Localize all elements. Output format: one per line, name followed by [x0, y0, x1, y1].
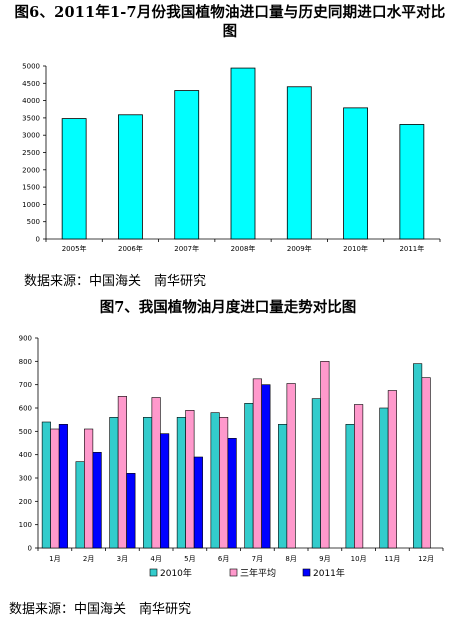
chart1-bar: [230, 67, 256, 240]
chart2-bar: [345, 424, 355, 549]
chart2-x-tick-label: 10月: [351, 555, 367, 563]
chart2-bar: [219, 417, 229, 549]
chart1-bar: [343, 107, 368, 240]
chart1-bar: [118, 114, 143, 240]
chart2-bar: [387, 390, 397, 549]
chart1-y-tick-label: 3000: [22, 132, 40, 140]
chart2-bar: [193, 456, 203, 549]
chart2-y-tick-label: 0: [28, 545, 32, 553]
chart1-source: 数据来源：中国海关 南华研究: [24, 274, 207, 289]
chart2-y-tick-label: 100: [19, 521, 32, 529]
chart2-bar: [252, 378, 262, 549]
chart2-source: 数据来源：中国海关 南华研究: [9, 602, 192, 617]
chart2-x-tick-label: 2月: [83, 555, 94, 563]
chart2-bar: [117, 396, 127, 549]
chart1-x-tick-label: 2005年: [62, 244, 87, 253]
chart2-bar: [261, 384, 271, 549]
chart2-bar: [50, 428, 60, 549]
chart2-legend-swatch: [302, 568, 311, 577]
chart2-legend-label: 三年平均: [240, 567, 276, 579]
chart2-bar: [84, 428, 94, 549]
chart2-bar: [244, 403, 254, 549]
chart2-x-tick-label: 3月: [117, 555, 128, 563]
chart2-bar: [354, 404, 364, 549]
chart2-x-tick-label: 11月: [384, 555, 400, 563]
chart2-bar: [413, 363, 423, 549]
chart2-x-tick-label: 4月: [150, 555, 161, 563]
chart1-y-tick-label: 2500: [22, 149, 40, 157]
chart2-x-tick-label: 7月: [252, 555, 263, 563]
chart1-bar: [174, 90, 200, 240]
chart1-y-tick-label: 4500: [22, 80, 40, 88]
chart1-y-tick-label: 1000: [22, 201, 40, 209]
chart2-x-tick-label: 12月: [418, 555, 434, 563]
chart2-bar: [421, 377, 431, 549]
chart1-x-tick-label: 2009年: [287, 244, 312, 253]
chart2-bar: [92, 452, 102, 549]
chart1-y-tick-label: 4000: [22, 97, 40, 105]
chart1-bar: [61, 118, 87, 240]
chart2-bar: [185, 410, 195, 549]
chart1-y-tick-label: 3500: [22, 114, 40, 122]
chart2-bar: [126, 473, 136, 549]
chart2-bar: [109, 417, 119, 549]
chart1-y-tick-label: 5000: [22, 63, 40, 71]
chart2-y-tick-label: 700: [19, 381, 32, 389]
chart1-y-tick-label: 500: [27, 218, 40, 226]
chart2-y-tick-label: 400: [19, 451, 32, 459]
chart2-bar: [311, 398, 321, 549]
chart2-x-tick-label: 9月: [319, 555, 330, 563]
chart1-x-tick-label: 2008年: [231, 244, 256, 253]
chart2-bar: [286, 383, 296, 549]
chart2-bar: [278, 424, 288, 549]
chart1-y-tick-label: 0: [36, 236, 40, 244]
chart2-x-tick-label: 8月: [285, 555, 296, 563]
chart2-y-tick-label: 800: [19, 358, 32, 366]
chart1-y-tick-label: 1500: [22, 184, 40, 192]
chart2-y-tick-label: 600: [19, 405, 32, 413]
chart2-bar: [160, 433, 170, 549]
chart2-legend-item: 三年平均: [229, 567, 276, 579]
chart2-bar: [75, 461, 85, 549]
chart2-bar: [379, 407, 389, 549]
chart2-y-tick-label: 500: [19, 428, 32, 436]
chart1-x-tick-label: 2010年: [343, 244, 368, 253]
chart1-y-tick-label: 2000: [22, 166, 40, 174]
chart2-y-tick-label: 200: [19, 498, 32, 506]
chart2-x-tick-label: 6月: [218, 555, 229, 563]
chart2-x-tick-label: 5月: [184, 555, 195, 563]
chart2-legend-label: 2011年: [313, 567, 345, 579]
chart1-x-tick-label: 2011年: [399, 244, 424, 253]
chart2-legend-swatch: [149, 568, 158, 577]
chart2-y-tick-label: 900: [19, 335, 32, 343]
chart2-x-tick-label: 1月: [49, 555, 60, 563]
chart2-legend-item: 2010年: [149, 567, 192, 579]
chart1: 0 500 1000 1500 2000 2500 3000 3500 4000 4500 5000…: [22, 63, 441, 253]
chart2-legend-swatch: [229, 568, 238, 577]
chart2-title: 图7、我国植物油月度进口量走势对比图: [99, 299, 357, 316]
chart2: 0 100 200 300 400 500 600 700 800 900 1月 2月 3月 4月 5月 6月…: [19, 335, 444, 579]
chart2-bar: [176, 417, 186, 549]
chart2-bar: [151, 397, 161, 549]
chart2-legend-label: 2010年: [160, 567, 192, 579]
chart2-y-tick-label: 300: [19, 475, 32, 483]
chart2-bar: [41, 421, 51, 549]
chart1-title: 图6、2011年1-7月份我国植物油进口量与历史同期进口水平对比图: [14, 4, 446, 40]
chart2-bar: [227, 438, 237, 549]
chart1-x-tick-label: 2007年: [174, 244, 199, 253]
chart2-bar: [320, 361, 330, 549]
chart2-bar: [58, 424, 68, 549]
chart1-bar: [286, 86, 312, 240]
chart1-x-tick-label: 2006年: [118, 244, 143, 253]
chart2-bar: [210, 412, 220, 549]
chart2-legend-item: 2011年: [302, 567, 345, 579]
chart1-bar: [399, 124, 425, 240]
chart2-bar: [143, 417, 153, 549]
